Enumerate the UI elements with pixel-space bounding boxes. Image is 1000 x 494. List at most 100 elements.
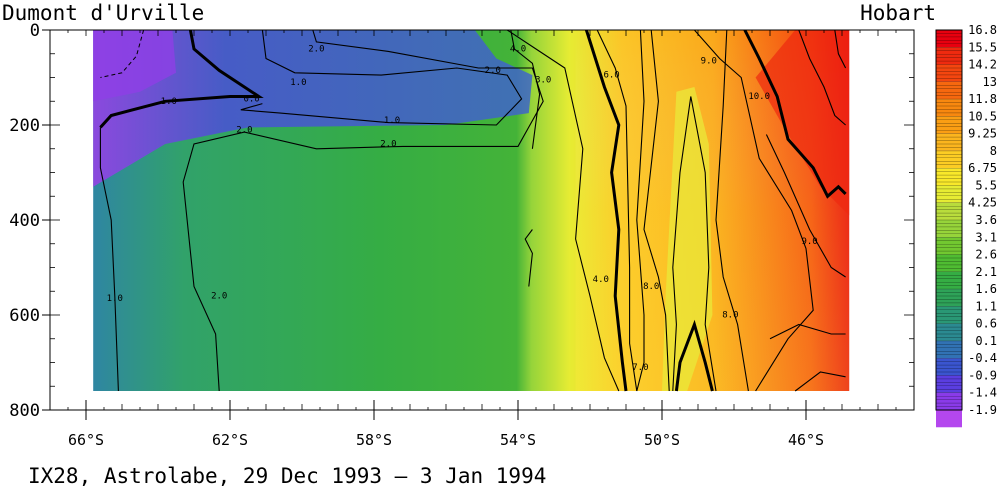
colorbar-label: 14.2 — [968, 58, 997, 72]
contour-8-left — [643, 30, 670, 392]
contour-label: 0.0 — [243, 94, 259, 104]
colorbar-label: 3.6 — [975, 213, 997, 227]
y-tick-label: 400 — [9, 211, 40, 231]
x-tick-label: 62°S — [212, 431, 248, 449]
colorbar-label: 13 — [983, 75, 997, 89]
contour-8b — [769, 323, 846, 340]
y-tick-label: 0 — [30, 21, 40, 41]
contour-3 — [510, 30, 541, 149]
contour-label: 1.0 — [107, 294, 123, 304]
contour-8-right — [715, 30, 749, 392]
colorbar-label: 6.75 — [968, 161, 997, 175]
contour-0 — [99, 30, 264, 129]
colorbar-swatch — [936, 254, 962, 272]
colorbar-swatch — [936, 220, 962, 238]
temperature-field — [93, 30, 850, 391]
contour-label: 7.0 — [632, 363, 648, 373]
contour-lines — [99, 30, 847, 392]
colorbar-label: 8 — [990, 144, 997, 158]
contour-label: 2.0 — [380, 140, 396, 150]
left-station-label: Dumont d'Urville — [2, 1, 204, 25]
contour-9 — [693, 30, 814, 392]
colorbar-swatch — [936, 323, 962, 341]
colorbar-swatch — [936, 81, 962, 100]
colorbar-label: 1.1 — [975, 299, 997, 313]
contour-5 — [584, 30, 628, 392]
warm-core — [755, 30, 850, 216]
colorbar-swatch — [936, 64, 962, 82]
y-tick-label: 200 — [9, 116, 40, 136]
contour-label: 2.0 — [236, 125, 252, 135]
colorbar-swatch — [936, 289, 962, 307]
colorbar-label: 5.5 — [975, 178, 997, 192]
contour-4 — [506, 30, 620, 392]
contour-label: 1.0 — [290, 78, 306, 88]
y-tick-label: 600 — [9, 306, 40, 326]
right-station-label: Hobart — [860, 1, 936, 25]
contour-label: 9.0 — [701, 56, 717, 66]
contour-label: 6.0 — [603, 71, 619, 81]
colorbar-label: 3.1 — [975, 230, 997, 244]
x-tick-label: 54°S — [500, 431, 536, 449]
colorbar-swatch — [936, 358, 962, 376]
cold-surface-water — [93, 30, 533, 187]
coldest-water — [93, 30, 176, 102]
colorbar-swatch — [936, 375, 962, 393]
contour-label: 3.0 — [535, 75, 551, 85]
colorbar-swatch — [936, 392, 962, 410]
contour-11 — [798, 30, 846, 126]
colorbar-label: 9.25 — [968, 127, 997, 141]
colorbar-swatch — [936, 185, 962, 203]
colorbar-swatch — [936, 410, 962, 428]
contour-12 — [834, 30, 847, 69]
colorbar-label: 10.5 — [968, 109, 997, 123]
colorbar-swatch — [936, 133, 962, 151]
colorbar-swatch — [936, 168, 962, 186]
contour-tongue-thick — [674, 319, 714, 392]
cool-tongue — [662, 87, 713, 391]
colorbar-swatch — [936, 47, 962, 65]
contour-label: 1.0 — [161, 97, 177, 107]
contour-loop-left — [524, 229, 533, 287]
contour-6 — [596, 30, 638, 392]
contour-label: 2.0 — [485, 66, 501, 76]
colorbar-label: 1.6 — [975, 282, 997, 296]
contour-label: 8.0 — [643, 282, 659, 292]
latitude-axis: 66°S 62°S 58°S 54°S 50°S 46°S — [49, 30, 915, 449]
contour-1-left — [99, 127, 119, 392]
contour-neg — [100, 30, 145, 78]
chart-title: IX28, Astrolabe, 29 Dec 1993 – 3 Jan 199… — [28, 464, 546, 488]
colorbar-label: 15.5 — [968, 40, 997, 54]
colorbar-swatch — [936, 116, 962, 134]
x-tick-label: 46°S — [788, 431, 824, 449]
contour-9b — [765, 134, 846, 278]
contour-2-upper — [182, 30, 544, 392]
colorbar-label: -1.4 — [968, 386, 997, 400]
depth-axis: 0 200 400 600 800 — [9, 21, 914, 421]
colorbar-swatch — [936, 271, 962, 290]
colorbar-label: -0.9 — [968, 368, 997, 382]
contour-10 — [743, 30, 847, 199]
contour-7b — [794, 371, 846, 392]
contour-label: 2.0 — [211, 292, 227, 302]
colorbar-swatch — [936, 306, 962, 324]
colorbar-label: -1.9 — [968, 403, 997, 417]
colorbar-swatch — [936, 340, 962, 359]
contour-label: 8.0 — [722, 311, 738, 321]
colorbar-label: 4.25 — [968, 196, 997, 210]
x-tick-label: 58°S — [356, 431, 392, 449]
colorbar-swatch — [936, 99, 962, 117]
contour-7 — [636, 30, 645, 392]
x-tick-label: 50°S — [644, 431, 680, 449]
colorbar-swatch — [936, 150, 962, 169]
colorbar: 16.8 15.5 14.2 13 11.8 10.5 9.25 8 6.75 5.5 4.25 3.… — [935, 23, 997, 428]
colorbar-label: 0.6 — [975, 317, 997, 331]
colorbar-label: -0.4 — [968, 351, 997, 365]
x-tick-label: 66°S — [68, 431, 104, 449]
colorbar-label: 16.8 — [968, 23, 997, 37]
contour-1-upper — [240, 30, 523, 126]
contour-labels: 0.0 1.0 1.0 1.0 1.0 2.0 2.0 2.0 2.0 2.0 3.0 4.0 4.0 6… — [107, 45, 818, 373]
colorbar-swatch — [936, 237, 962, 255]
contour-tongue — [672, 96, 717, 392]
contour-label: 4.0 — [510, 45, 526, 55]
